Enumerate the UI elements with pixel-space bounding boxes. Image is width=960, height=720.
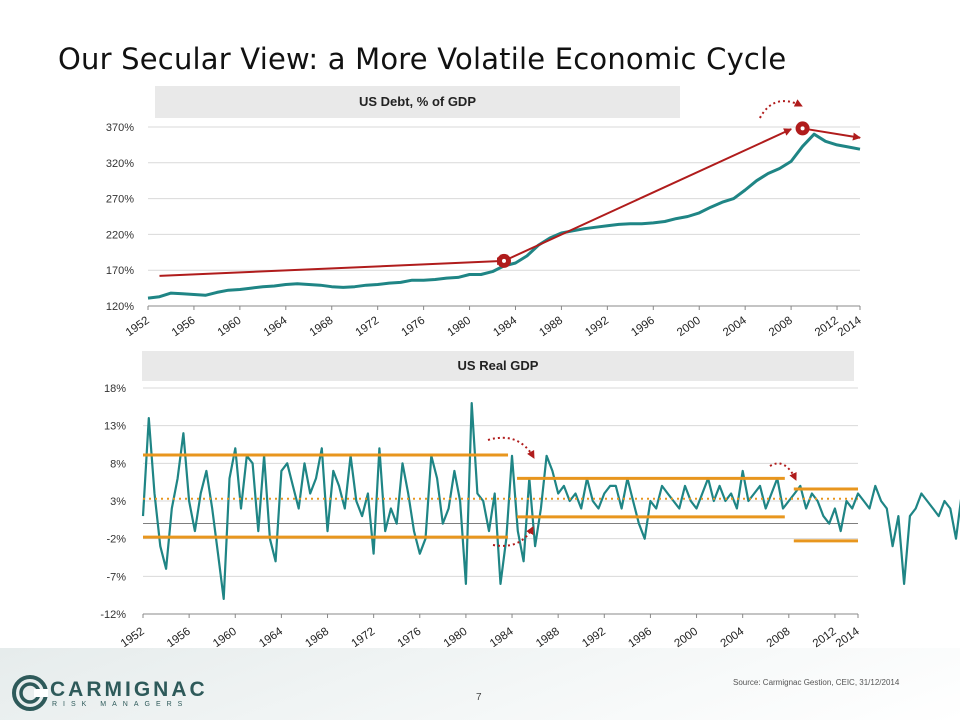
range-shift-arrow-down xyxy=(769,462,797,481)
x-tick-label: 1968 xyxy=(308,315,336,340)
x-tick-label: 1952 xyxy=(119,626,147,651)
x-tick-label: 1988 xyxy=(537,315,565,340)
y-tick-label: -7% xyxy=(106,571,126,583)
y-tick-label: 170% xyxy=(106,265,134,277)
x-tick-label: 2014 xyxy=(834,625,862,650)
footer-band xyxy=(0,648,960,720)
x-tick-label: 2000 xyxy=(672,626,700,651)
y-tick-label: 3% xyxy=(110,496,126,508)
x-tick-label: 1984 xyxy=(488,625,516,650)
x-tick-label: 1988 xyxy=(534,626,562,651)
x-tick-label: 1960 xyxy=(216,315,244,340)
y-tick-label: 8% xyxy=(110,458,126,470)
x-tick-label: 1984 xyxy=(491,314,519,339)
y-tick-label: 220% xyxy=(106,229,134,241)
y-tick-label: 270% xyxy=(106,194,134,206)
page-number: 7 xyxy=(476,692,482,703)
x-tick-label: 1976 xyxy=(399,315,427,340)
logo-tagline: RISK MANAGERS xyxy=(52,701,189,708)
y-tick-label: -2% xyxy=(106,534,126,546)
slide-title: Our Secular View: a More Volatile Econom… xyxy=(58,42,787,76)
y-tick-label: 370% xyxy=(106,122,134,134)
y-tick-label: 320% xyxy=(106,158,134,170)
x-tick-label: 1992 xyxy=(583,315,611,340)
x-tick-label: 2004 xyxy=(721,314,749,339)
carmignac-logo: CARMIGNAC RISK MANAGERS xyxy=(12,675,205,715)
trend-arrow xyxy=(159,257,505,277)
x-tick-label: 2008 xyxy=(765,626,793,651)
x-tick-label: 1964 xyxy=(257,625,285,650)
curved-dotted-arrow xyxy=(759,99,803,119)
x-tick-label: 2012 xyxy=(811,626,839,651)
x-tick-label: 2012 xyxy=(813,315,841,340)
debt-chart-title: US Debt, % of GDP xyxy=(155,86,680,118)
logo-name: CARMIGNAC xyxy=(50,678,208,701)
x-tick-label: 1996 xyxy=(626,626,654,651)
x-tick-label: 1960 xyxy=(211,626,239,651)
x-tick-label: 1968 xyxy=(303,626,331,651)
x-tick-label: 1952 xyxy=(124,315,152,340)
x-tick-label: 1972 xyxy=(354,315,382,340)
source-note: Source: Carmignac Gestion, CEIC, 31/12/2… xyxy=(733,678,900,687)
x-tick-label: 1972 xyxy=(350,626,378,651)
x-tick-label: 2000 xyxy=(675,315,703,340)
series-line xyxy=(147,132,861,300)
x-tick-label: 1976 xyxy=(396,626,424,651)
range-shift-arrow-down xyxy=(487,436,535,459)
turning-point-marker-dot xyxy=(800,126,805,131)
y-tick-label: 120% xyxy=(106,301,134,313)
x-tick-label: 1996 xyxy=(629,315,657,340)
turning-point-marker-dot xyxy=(502,258,506,263)
x-tick-label: 1992 xyxy=(580,626,608,651)
x-tick-label: 1956 xyxy=(165,626,193,651)
x-tick-label: 2008 xyxy=(767,315,795,340)
trend-arrow xyxy=(503,128,793,262)
series-line xyxy=(141,402,960,601)
y-tick-label: 18% xyxy=(104,383,126,395)
x-tick-label: 2004 xyxy=(719,625,747,650)
y-tick-label: -12% xyxy=(100,609,126,621)
x-tick-label: 1980 xyxy=(442,626,470,651)
trend-arrow xyxy=(802,127,861,141)
x-tick-label: 1980 xyxy=(445,315,473,340)
x-tick-label: 1964 xyxy=(262,314,290,339)
carmignac-logo-icon xyxy=(12,675,48,711)
gdp-chart-title: US Real GDP xyxy=(142,351,854,381)
x-tick-label: 1956 xyxy=(170,315,198,340)
y-tick-label: 13% xyxy=(104,421,126,433)
x-tick-label: 2014 xyxy=(836,314,864,339)
